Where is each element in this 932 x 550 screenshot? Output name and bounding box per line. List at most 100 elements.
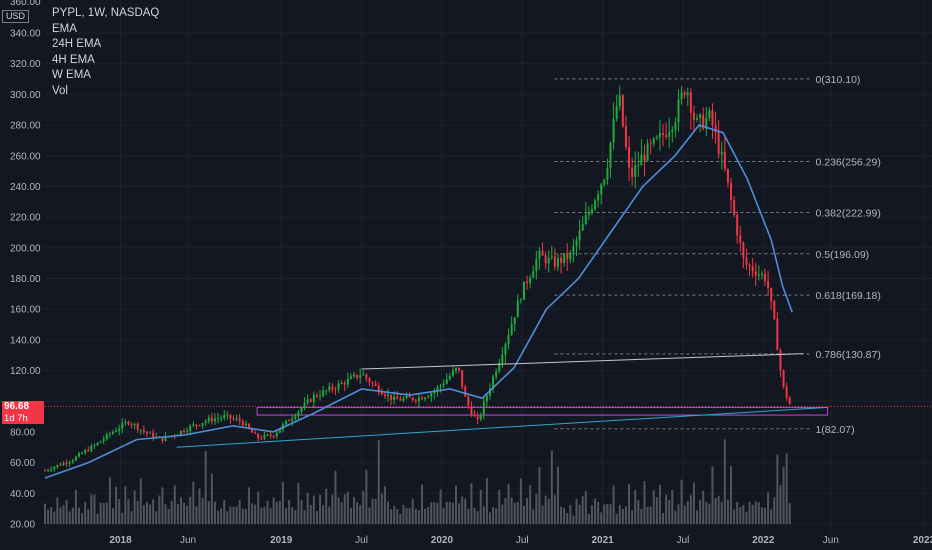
volume-bar <box>288 499 291 524</box>
candle-body <box>93 445 96 447</box>
volume-bar <box>414 508 417 524</box>
x-tick-label: Jun <box>823 535 839 546</box>
volume-bar <box>461 496 464 524</box>
volume-bar <box>479 489 482 524</box>
volume-bar <box>281 481 284 524</box>
candle-body <box>362 374 365 376</box>
volume-bar <box>736 501 739 524</box>
x-tick-label: 2023 <box>913 535 932 546</box>
volume-bar <box>612 485 615 524</box>
volume-bar <box>359 505 362 524</box>
y-tick-label: 180.00 <box>10 274 41 285</box>
candle-body <box>739 235 742 243</box>
candle-body <box>479 414 482 420</box>
volume-bar <box>201 497 204 524</box>
candle-body <box>136 424 139 430</box>
candle-body <box>492 376 495 389</box>
candle-body <box>699 114 702 118</box>
candle-body <box>127 422 130 424</box>
volume-bar <box>448 501 451 524</box>
candle-body <box>482 401 485 415</box>
candle-body <box>640 154 643 166</box>
volume-bar <box>720 501 723 524</box>
candle-body <box>658 133 661 138</box>
volume-bar <box>210 473 213 524</box>
candle-body <box>220 417 223 419</box>
candle-body <box>77 453 80 457</box>
candle-body <box>374 383 377 386</box>
y-tick-label: 80.00 <box>10 427 35 438</box>
volume-bar <box>278 500 281 524</box>
candle-body <box>692 112 695 120</box>
candle-body <box>102 439 105 442</box>
candle-body <box>331 386 334 390</box>
candle-body <box>609 142 612 168</box>
volume-bar <box>121 512 124 524</box>
volume-bar <box>90 494 93 524</box>
volume-bar <box>606 503 609 524</box>
volume-bar <box>726 499 729 524</box>
candle-body <box>606 167 609 180</box>
volume-bar <box>436 502 439 524</box>
candle-body <box>247 423 250 429</box>
indicator-4h-ema[interactable]: 4H EMA <box>52 53 95 66</box>
volume-bar <box>433 502 436 524</box>
volume-bar <box>93 494 96 524</box>
volume-bar <box>111 508 114 524</box>
candle-body <box>742 242 745 258</box>
candle-body <box>383 394 386 397</box>
candle-body <box>291 418 294 422</box>
y-tick-label: 20.00 <box>10 520 35 531</box>
candle-body <box>417 397 420 402</box>
volume-bar <box>251 503 254 524</box>
volume-bar <box>782 466 785 524</box>
candle-body <box>621 95 624 127</box>
x-tick-label: Jul <box>516 535 529 546</box>
volume-bar <box>600 512 603 524</box>
volume-bar <box>751 504 754 524</box>
volume-bar <box>649 506 652 524</box>
y-tick-label: 140.00 <box>10 335 41 346</box>
candle-body <box>782 370 785 387</box>
candle-body <box>751 266 754 272</box>
candle-body <box>183 430 186 432</box>
candle-body <box>680 92 683 100</box>
candle-body <box>547 257 550 264</box>
volume-bar <box>337 497 340 524</box>
volume-bar <box>739 507 742 524</box>
candle-body <box>770 288 773 302</box>
trendline-support <box>176 406 828 448</box>
volume-bar <box>393 506 396 524</box>
candle-body <box>550 256 553 258</box>
volume-bar <box>788 503 791 524</box>
volume-bar <box>686 501 689 524</box>
volume-bar <box>254 504 257 524</box>
indicator-24h-ema[interactable]: 24H EMA <box>52 38 102 50</box>
indicator-vol[interactable]: Vol <box>52 84 68 97</box>
y-tick-label: 240.00 <box>10 182 41 193</box>
candle-body <box>757 274 760 276</box>
currency-badge[interactable]: USD <box>2 10 30 23</box>
candle-body <box>393 396 396 400</box>
candle-body <box>223 415 226 418</box>
volume-bar <box>377 440 380 524</box>
candle-body <box>510 324 513 336</box>
volume-bar <box>213 501 216 524</box>
candle-body <box>507 335 510 345</box>
candle-body <box>124 422 127 424</box>
indicator-w-ema[interactable]: W EMA <box>52 69 91 81</box>
volume-bar <box>671 489 674 524</box>
symbol-title: PYPL, 1W, NASDAQ <box>52 7 160 19</box>
volume-bar <box>522 505 525 524</box>
candle-body <box>451 370 454 376</box>
volume-bar <box>680 479 683 524</box>
candle-body <box>198 425 201 427</box>
x-tick-label: 2018 <box>109 535 132 546</box>
y-tick-label: 160.00 <box>10 305 41 316</box>
indicator-ema[interactable]: EMA <box>52 22 77 35</box>
candle-body <box>96 442 99 446</box>
candle-body <box>312 395 315 402</box>
volume-bar <box>594 498 597 524</box>
volume-bar <box>575 498 578 524</box>
